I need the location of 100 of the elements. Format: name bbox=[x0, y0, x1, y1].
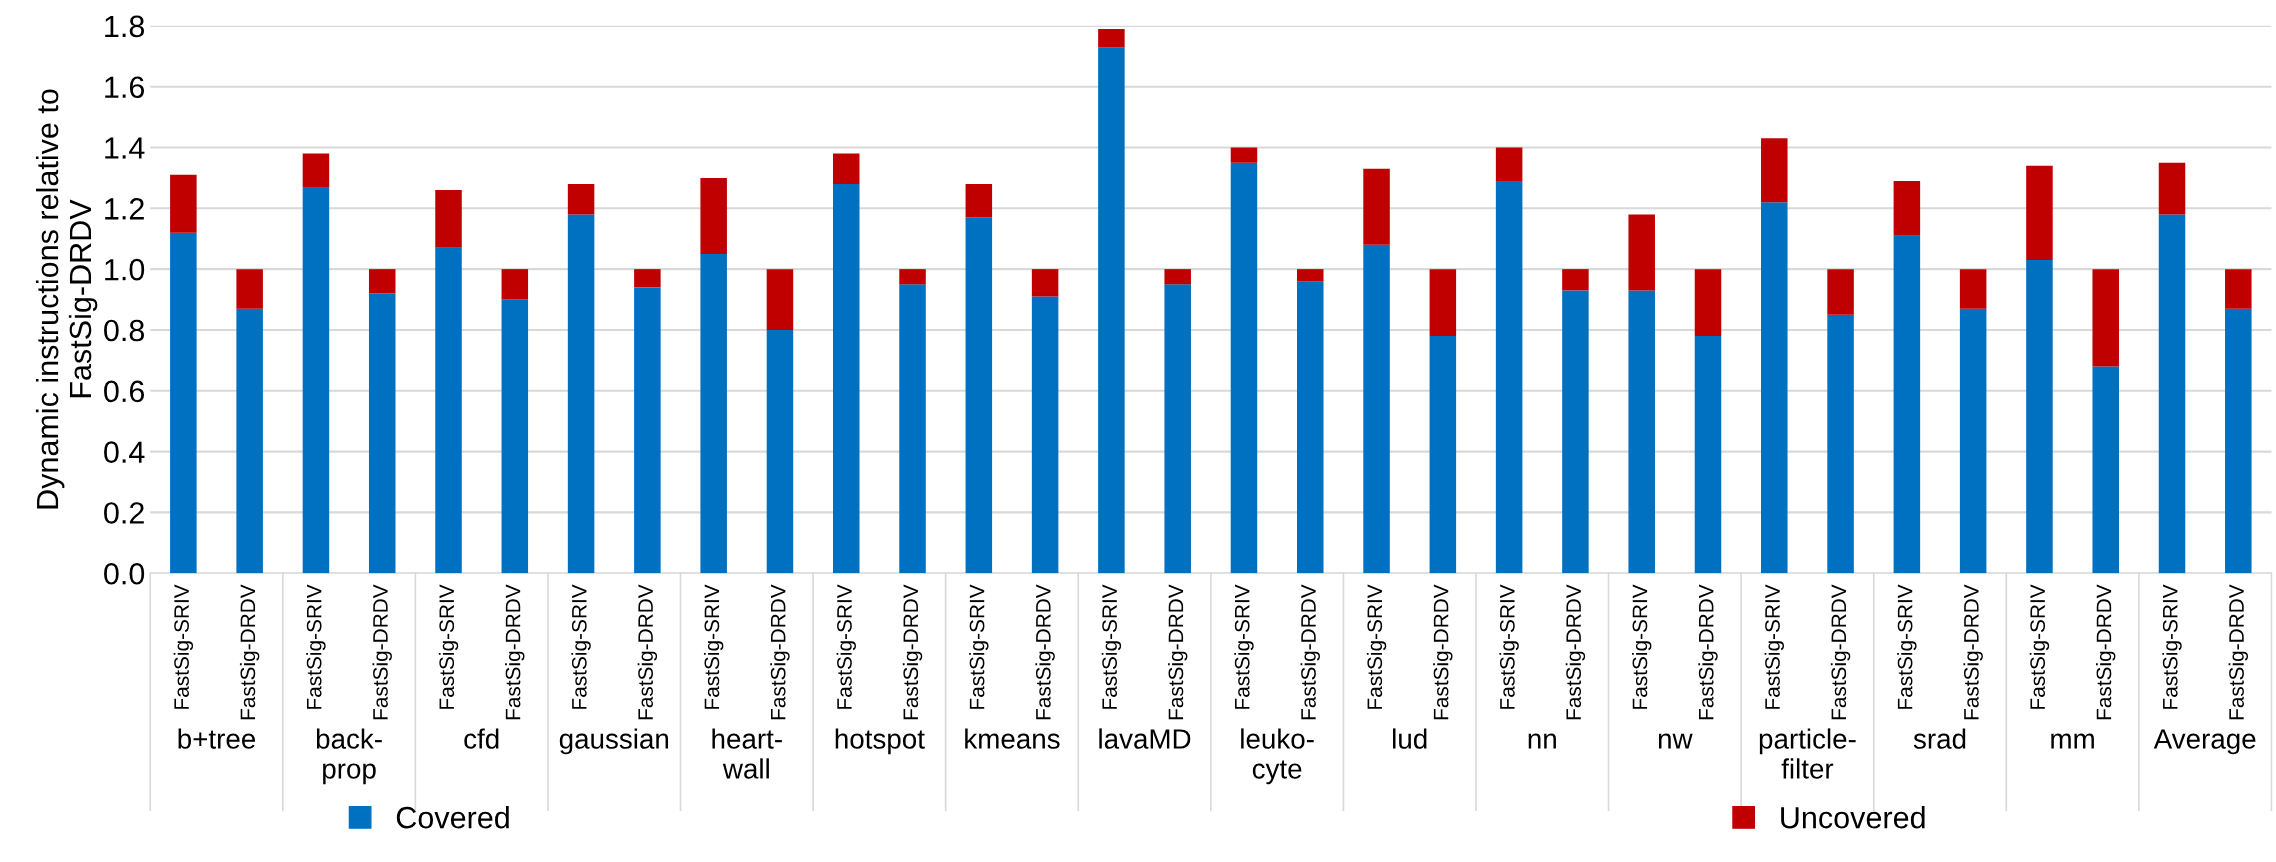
bar bbox=[766, 329, 794, 574]
x-tick-label: FastSig-SRIV bbox=[306, 584, 326, 709]
y-tick-label: 0.8 bbox=[104, 319, 145, 342]
text: srad bbox=[1913, 728, 1966, 749]
text: kmeans bbox=[965, 728, 1060, 749]
bar bbox=[1761, 202, 1788, 574]
x-tick-label: FastSig-DRDV bbox=[1300, 584, 1320, 720]
bar bbox=[1230, 162, 1258, 574]
y-tick-label: 1.2 bbox=[105, 198, 144, 220]
bar bbox=[1628, 214, 1655, 291]
bar bbox=[700, 253, 727, 574]
bar bbox=[1098, 28, 1125, 48]
bar bbox=[567, 214, 595, 574]
bar bbox=[501, 269, 529, 300]
text: mm bbox=[2051, 733, 2094, 749]
bar bbox=[1164, 269, 1191, 285]
bar bbox=[634, 287, 661, 574]
x-tick-label: FastSig-DRDV bbox=[372, 584, 392, 720]
x-tick-label: FastSig-DRDV bbox=[1035, 584, 1055, 720]
bar bbox=[766, 269, 794, 330]
x-tick-label: FastSig-DRDV bbox=[239, 584, 260, 720]
bar bbox=[1164, 284, 1191, 574]
x-tick-label: FastSig-SRIV bbox=[571, 584, 591, 709]
y-tick-label: 0.4 bbox=[104, 441, 145, 463]
bar bbox=[1827, 314, 1854, 574]
bar bbox=[302, 153, 330, 188]
x-tick-label: FastSig-DRDV bbox=[1963, 584, 1983, 720]
bar bbox=[1827, 269, 1854, 315]
bar bbox=[2158, 214, 2186, 574]
x-tick-label: FastSig-SRIV bbox=[969, 584, 989, 709]
text: heart- wall bbox=[712, 728, 782, 779]
x-tick-label: FastSig-DRDV bbox=[2096, 584, 2116, 720]
bar bbox=[1893, 235, 1921, 574]
bar bbox=[1628, 290, 1655, 574]
y-tick-label: 0.6 bbox=[104, 380, 145, 403]
text: gaussian bbox=[559, 728, 669, 755]
bar bbox=[2158, 162, 2186, 215]
bar bbox=[170, 232, 197, 574]
x-tick-label: FastSig-SRIV bbox=[1897, 584, 1917, 709]
bar bbox=[1297, 281, 1324, 574]
text: particle- filter bbox=[1759, 728, 1856, 779]
bar bbox=[170, 174, 197, 233]
bar bbox=[1562, 269, 1589, 291]
text: Average bbox=[2153, 729, 2256, 755]
x-tick-label: FastSig-SRIV bbox=[836, 584, 856, 709]
bar bbox=[435, 190, 462, 248]
x-tick-label: FastSig-DRDV bbox=[770, 584, 790, 720]
bar bbox=[1959, 269, 1987, 309]
bar bbox=[368, 293, 396, 574]
y-tick-label: 1.8 bbox=[105, 15, 145, 38]
x-tick-label: FastSig-SRIV bbox=[1764, 584, 1784, 709]
bar bbox=[1959, 308, 1987, 574]
x-tick-label: FastSig-SRIV bbox=[1101, 584, 1122, 709]
y-tick-label: 1.0 bbox=[105, 258, 145, 281]
bar bbox=[1363, 244, 1390, 574]
text: nn bbox=[1528, 733, 1556, 749]
legend-label: Covered bbox=[396, 806, 509, 829]
x-tick-label: FastSig-SRIV bbox=[1499, 584, 1519, 709]
y-tick-label: 1.6 bbox=[105, 76, 145, 99]
x-tick-label: FastSig-DRDV bbox=[1167, 584, 1188, 720]
text: lud bbox=[1393, 728, 1427, 749]
bar bbox=[1031, 296, 1059, 574]
bar bbox=[1495, 147, 1523, 181]
bar bbox=[1893, 180, 1921, 236]
legend-label: Uncovered bbox=[1781, 806, 1925, 829]
text: b+tree bbox=[178, 728, 256, 749]
x-tick-label: FastSig-DRDV bbox=[637, 584, 658, 720]
bar bbox=[1230, 147, 1258, 163]
x-tick-label: FastSig-DRDV bbox=[505, 584, 525, 720]
bar bbox=[1694, 336, 1722, 574]
y-tick-label: 0.0 bbox=[104, 562, 145, 585]
bar bbox=[700, 177, 727, 254]
x-tick-label: FastSig-SRIV bbox=[703, 584, 724, 709]
x-tick-label: FastSig-SRIV bbox=[2029, 584, 2050, 709]
bar bbox=[899, 284, 926, 574]
x-tick-label: FastSig-DRDV bbox=[1565, 584, 1586, 720]
text: hotspot bbox=[835, 728, 925, 755]
bar bbox=[2092, 269, 2119, 367]
bar bbox=[832, 183, 860, 574]
bar bbox=[1495, 180, 1523, 574]
x-tick-label: FastSig-SRIV bbox=[1234, 584, 1254, 709]
x-tick-label: FastSig-DRDV bbox=[1830, 584, 1851, 720]
bar bbox=[965, 217, 993, 574]
bar bbox=[567, 183, 595, 215]
bar bbox=[1363, 168, 1390, 245]
bar bbox=[368, 269, 396, 294]
x-tick-label: FastSig-SRIV bbox=[438, 584, 459, 709]
x-tick-label: FastSig-SRIV bbox=[1632, 584, 1652, 709]
bar bbox=[236, 308, 263, 574]
bar bbox=[302, 187, 330, 574]
bar bbox=[2026, 165, 2053, 261]
x-tick-label: FastSig-SRIV bbox=[1366, 584, 1387, 709]
x-tick-label: FastSig-SRIV bbox=[173, 584, 194, 709]
bar bbox=[501, 299, 529, 574]
x-tick-label: FastSig-DRDV bbox=[902, 584, 923, 720]
bar bbox=[965, 183, 993, 218]
y-axis-title: Dynamic instructions relative to FastSig-DRDV bbox=[35, 89, 98, 509]
bar bbox=[634, 269, 661, 288]
bar bbox=[236, 269, 263, 309]
text: cfd bbox=[464, 728, 499, 749]
